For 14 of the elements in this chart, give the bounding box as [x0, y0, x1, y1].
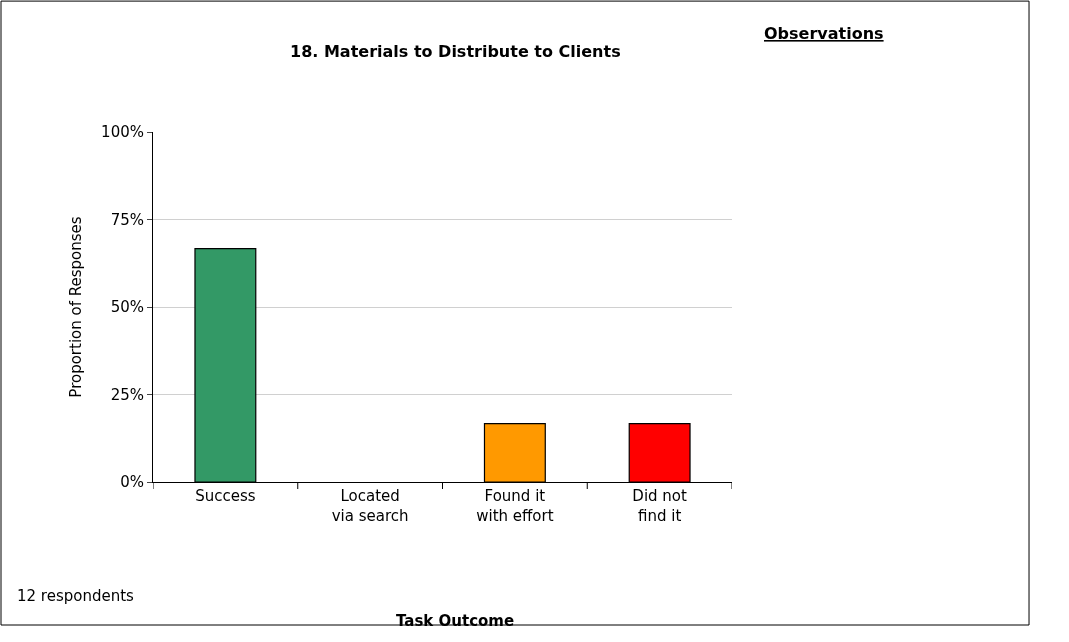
x-tick-label: Found it with effort [476, 487, 554, 525]
chart-title: 18. Materials to Distribute to Clients [290, 42, 621, 61]
y-tick-label: 50% [110, 298, 144, 317]
text: Observations [764, 24, 884, 43]
x-tick-label: Success [195, 487, 256, 505]
text: 12 respondents [17, 587, 135, 605]
text: Task Outcome [396, 612, 515, 630]
y-tick-label: 100% [101, 123, 144, 142]
x-tick-label: Located via search [331, 487, 409, 525]
x-tick-label: Did not find it [632, 487, 688, 525]
y-tick-label: 25% [110, 385, 144, 404]
y-axis-title: Proportion of Responses [67, 216, 86, 398]
y-tick-label: 75% [110, 210, 144, 229]
y-tick-label: 0% [120, 473, 144, 492]
